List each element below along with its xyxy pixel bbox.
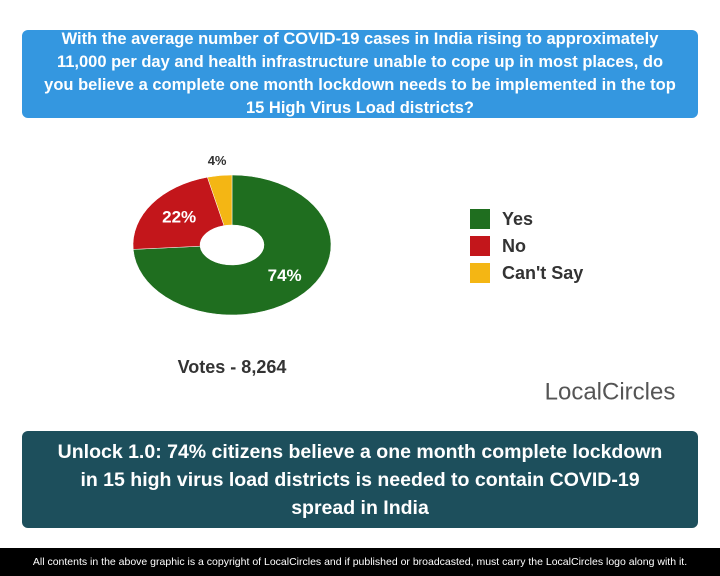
- legend-swatch: [470, 263, 490, 283]
- headline-box: Unlock 1.0: 74% citizens believe a one m…: [22, 431, 698, 528]
- value-label: 4%: [208, 153, 227, 168]
- headline: Unlock 1.0: 74% citizens believe a one m…: [57, 440, 663, 519]
- donut-slice: [207, 174, 233, 226]
- footer: All contents in the above graphic is a c…: [0, 548, 720, 576]
- question: With the average number of COVID-19 case…: [44, 30, 676, 117]
- logo: LocalCircles: [545, 378, 676, 405]
- legend-swatch: [470, 209, 490, 229]
- donut-slice: [132, 174, 332, 316]
- votes-annotation: Votes - 8,264: [178, 357, 287, 377]
- legend-label: No: [502, 236, 526, 256]
- legend-label: Can't Say: [502, 263, 583, 283]
- donut-slice: [132, 176, 225, 250]
- legend-swatch: [470, 236, 490, 256]
- value-label: 22%: [162, 207, 196, 226]
- question-box: With the average number of COVID-19 case…: [22, 30, 698, 118]
- value-label: 74%: [268, 266, 302, 285]
- legend-label: Yes: [502, 209, 533, 229]
